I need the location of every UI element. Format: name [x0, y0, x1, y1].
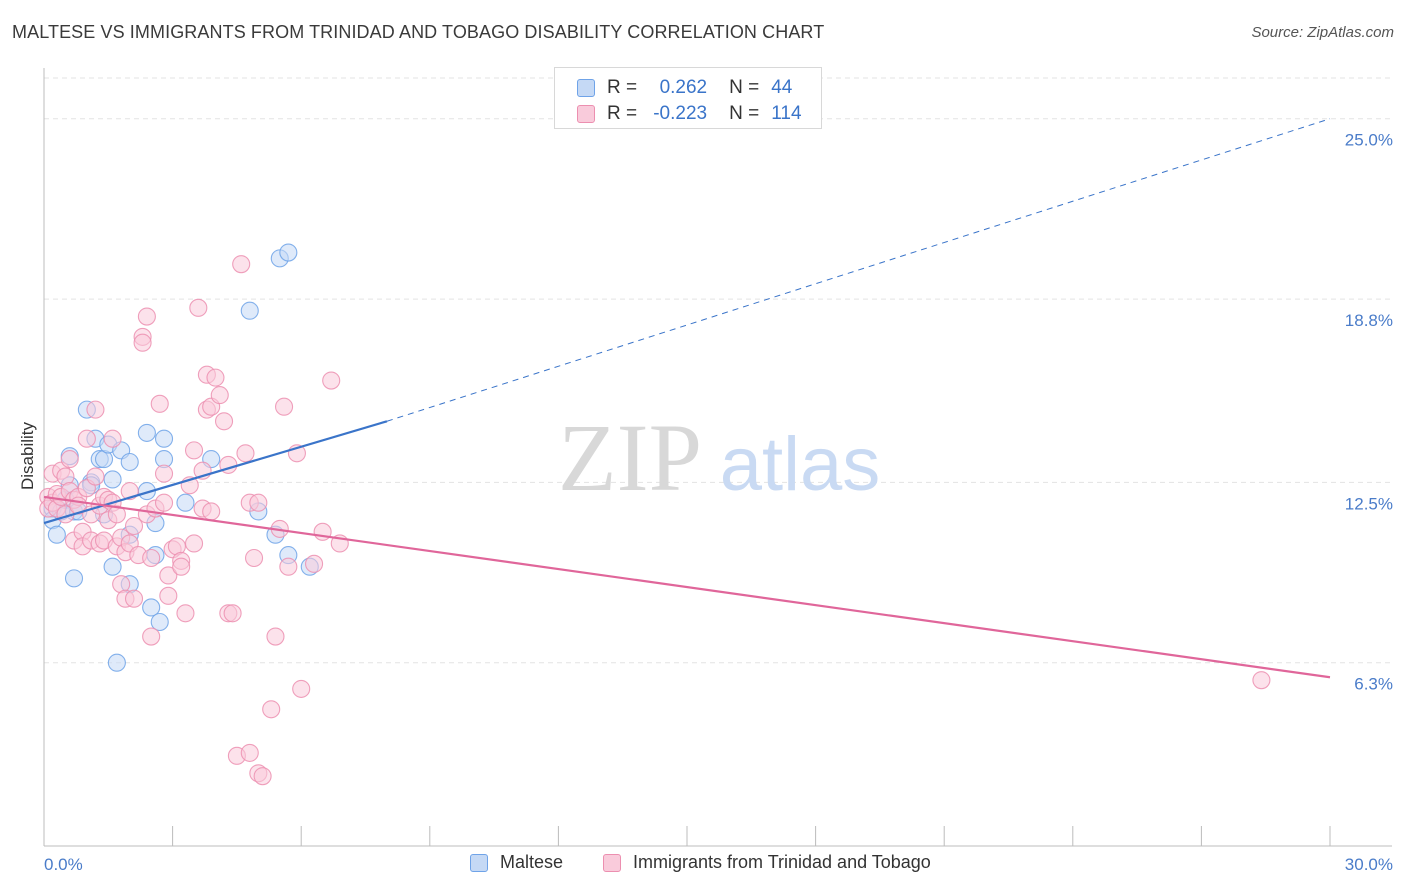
trinidad-point: [275, 397, 294, 416]
trinidad-point: [184, 534, 204, 553]
trinidad-point: [159, 586, 178, 605]
maltese-point: [103, 557, 122, 576]
legend-swatch-maltese: [577, 79, 595, 97]
maltese-point: [103, 470, 122, 489]
trinidad-point: [266, 627, 285, 646]
x-tick-label: 30.0%: [1345, 855, 1393, 874]
maltese-point: [154, 429, 174, 448]
trinidad-point: [253, 767, 272, 786]
trinidad-point: [86, 400, 105, 419]
legend-row-trinidad: R = -0.223 N = 114: [577, 102, 802, 126]
correlation-legend: R = 0.262 N = 44 R = -0.223 N = 114: [554, 67, 822, 129]
maltese-point: [279, 243, 298, 262]
y-tick-label: 25.0%: [1345, 131, 1393, 150]
legend-item-maltese[interactable]: Maltese: [470, 852, 563, 873]
n-value-trinidad: 114: [771, 103, 802, 124]
trinidad-point: [150, 394, 169, 413]
trinidad-point: [77, 429, 96, 448]
maltese-point: [64, 569, 84, 588]
trinidad-point: [189, 298, 208, 317]
y-tick-label: 6.3%: [1354, 675, 1393, 694]
trinidad-point: [210, 386, 229, 405]
r-label: R =: [607, 103, 638, 124]
trinidad-point: [154, 493, 174, 512]
axes: [43, 68, 1392, 847]
trinidad-point: [322, 371, 341, 390]
trinidad-point: [262, 700, 281, 719]
trinidad-point: [240, 743, 259, 762]
legend-item-trinidad[interactable]: Immigrants from Trinidad and Tobago: [603, 852, 931, 873]
n-label: N =: [729, 77, 760, 98]
maltese-point: [150, 612, 169, 632]
r-value-maltese: 0.262: [659, 77, 708, 98]
maltese-point: [47, 525, 66, 544]
data-points: [39, 243, 1271, 786]
trinidad-point: [142, 627, 161, 646]
trinidad-point: [223, 604, 242, 623]
maltese-point: [240, 301, 259, 320]
legend-swatch-maltese: [470, 853, 488, 872]
trinidad-point: [214, 412, 234, 431]
y-axis-title: Disability: [18, 421, 37, 490]
trinidad-point: [142, 548, 161, 568]
trinidad-point: [172, 557, 191, 576]
trend-lines: [43, 118, 1331, 679]
legend-label-maltese: Maltese: [500, 852, 564, 872]
trinidad-point: [244, 548, 264, 568]
tick-labels: 6.3% 12.5% 18.8% 25.0% 0.0% 30.0%: [44, 131, 1393, 874]
trinidad-point: [60, 450, 79, 469]
trinidad-point: [137, 307, 156, 326]
series-legend: Maltese Immigrants from Trinidad and Tob…: [0, 852, 1406, 876]
trinidad-point: [206, 368, 225, 387]
maltese-point: [107, 653, 126, 672]
trinidad-point: [184, 441, 204, 460]
trinidad-point: [154, 464, 174, 483]
maltese-point: [137, 423, 156, 442]
n-value-maltese: 44: [771, 77, 793, 98]
n-label: N =: [729, 103, 760, 124]
maltese-point: [120, 452, 139, 472]
watermark-zip: ZIP: [558, 404, 702, 511]
trinidad-point: [103, 429, 122, 448]
maltese-point: [176, 493, 195, 512]
trinidad-trend-line: [43, 495, 1331, 679]
grid-lines: [44, 77, 1392, 664]
trinidad-point: [86, 467, 105, 486]
legend-swatch-trinidad: [603, 853, 621, 872]
x-tick-label: 0.0%: [44, 855, 83, 874]
maltese-trend-extension: [386, 118, 1331, 422]
trinidad-point: [159, 566, 178, 585]
maltese-trend-line: [43, 420, 388, 525]
legend-row-maltese: R = 0.262 N = 44: [577, 76, 792, 100]
trinidad-point: [279, 557, 298, 576]
watermark-atlas: atlas: [720, 422, 881, 507]
trinidad-point: [249, 493, 268, 512]
legend-swatch-trinidad: [577, 105, 595, 123]
watermark: ZIP atlas: [558, 404, 880, 511]
trinidad-point: [236, 444, 255, 463]
r-value-trinidad: -0.223: [653, 103, 708, 124]
y-tick-label: 18.8%: [1345, 311, 1393, 330]
trinidad-point: [232, 255, 251, 274]
trinidad-point: [124, 516, 144, 536]
trinidad-point: [305, 554, 324, 573]
r-label: R =: [607, 77, 638, 98]
trinidad-point: [1252, 671, 1271, 690]
trinidad-point: [107, 505, 126, 524]
legend-label-trinidad: Immigrants from Trinidad and Tobago: [633, 852, 931, 872]
trinidad-point: [176, 604, 195, 623]
chart-source: Source: ZipAtlas.com: [1251, 24, 1394, 41]
trinidad-point: [133, 333, 152, 352]
trinidad-point: [202, 502, 221, 521]
maltese-point: [142, 598, 161, 617]
trinidad-point: [292, 679, 311, 698]
chart-title: MALTESE VS IMMIGRANTS FROM TRINIDAD AND …: [12, 22, 825, 42]
y-tick-label: 12.5%: [1345, 494, 1393, 513]
trinidad-point: [124, 589, 144, 608]
